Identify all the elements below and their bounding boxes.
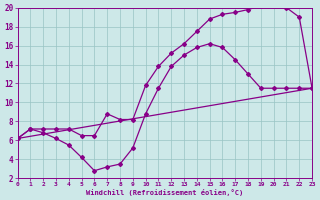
X-axis label: Windchill (Refroidissement éolien,°C): Windchill (Refroidissement éolien,°C) (86, 189, 244, 196)
